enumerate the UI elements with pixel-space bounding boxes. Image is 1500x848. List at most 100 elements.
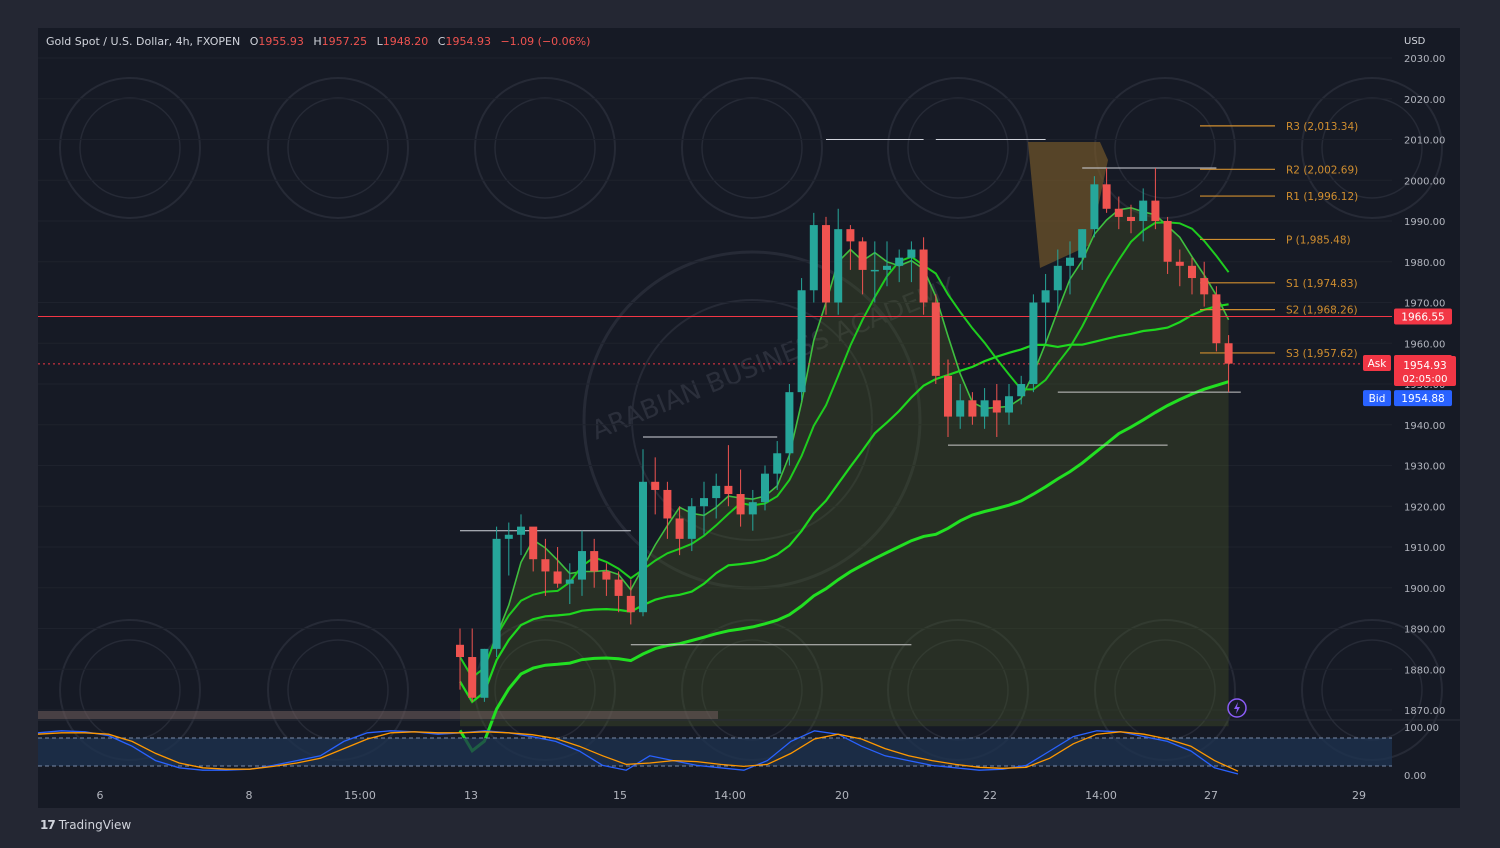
close-value: 1954.93 xyxy=(445,35,491,48)
candle-body[interactable] xyxy=(883,265,891,270)
candle-body[interactable] xyxy=(968,400,977,417)
candle-body[interactable] xyxy=(944,375,952,417)
candle-body[interactable] xyxy=(578,551,586,580)
candle-body[interactable] xyxy=(1029,302,1038,385)
candle-body[interactable] xyxy=(663,489,672,519)
candle-body[interactable] xyxy=(773,453,782,474)
candle-body[interactable] xyxy=(614,579,623,596)
candle-body[interactable] xyxy=(846,229,855,242)
candle-body[interactable] xyxy=(1175,261,1184,266)
chart-legend[interactable]: Gold Spot / U.S. Dollar, 4h, FXOPEN O195… xyxy=(46,35,590,48)
candle-body[interactable] xyxy=(700,498,708,507)
candle-body[interactable] xyxy=(553,571,562,584)
candle-body[interactable] xyxy=(895,257,904,266)
candle-body[interactable] xyxy=(651,481,660,490)
candle-body[interactable] xyxy=(980,400,989,417)
candle-body[interactable] xyxy=(907,249,916,258)
price-tick-label: 2000.00 xyxy=(1404,176,1445,187)
candle-body[interactable] xyxy=(517,526,525,535)
bid-label-tag-bg xyxy=(1363,390,1391,407)
candle-body[interactable] xyxy=(456,644,464,658)
candle-body[interactable] xyxy=(1114,208,1123,217)
candle-body[interactable] xyxy=(492,538,501,649)
time-tick-label: 13 xyxy=(464,789,478,802)
candle-body[interactable] xyxy=(1212,294,1221,344)
candle-body[interactable] xyxy=(541,559,550,572)
candle-body[interactable] xyxy=(1139,200,1148,221)
candle-body[interactable] xyxy=(1066,257,1074,266)
time-tick-label: 14:00 xyxy=(714,789,746,802)
candle-body[interactable] xyxy=(1127,216,1135,221)
candle-body[interactable] xyxy=(1102,184,1111,209)
candle-body[interactable] xyxy=(992,400,1001,413)
candle-body[interactable] xyxy=(529,526,538,560)
candle-body[interactable] xyxy=(931,302,940,376)
candle-body[interactable] xyxy=(1078,229,1087,258)
price-axis[interactable]: 2030.00 2020.00 2010.00 2000.00 1990.00 1980.… xyxy=(1404,54,1445,717)
ask-label-tag-bg xyxy=(1363,354,1391,371)
candle-body[interactable] xyxy=(797,290,806,393)
resistance-cloud xyxy=(1028,142,1108,268)
candle-body[interactable] xyxy=(724,485,733,495)
price-tags: 1966.55Ask1955.161954.9302:05:00Bid1954.… xyxy=(1363,308,1456,407)
time-tick-label: 8 xyxy=(246,789,253,802)
price-tick-label: 1960.00 xyxy=(1404,339,1445,350)
price-tick-label: 1910.00 xyxy=(1404,543,1445,554)
candle-body[interactable] xyxy=(919,249,928,303)
candle-body[interactable] xyxy=(1151,200,1160,221)
candle-body[interactable] xyxy=(602,571,611,580)
tradingview-logo[interactable]: 17 TradingView xyxy=(40,818,131,832)
candle-body[interactable] xyxy=(1188,265,1196,279)
bid-label-tag: Bid xyxy=(1369,393,1386,405)
candle-body[interactable] xyxy=(639,481,647,613)
candle-body[interactable] xyxy=(1041,290,1050,303)
price-tick-label: 1880.00 xyxy=(1404,665,1445,676)
candle-body[interactable] xyxy=(1053,265,1062,291)
price-tick-label: 2030.00 xyxy=(1404,54,1445,65)
candle-body[interactable] xyxy=(809,225,818,291)
price-tick-label: 1890.00 xyxy=(1404,625,1445,636)
candle-body[interactable] xyxy=(468,657,477,698)
candle-body[interactable] xyxy=(1005,396,1013,413)
candle-body[interactable] xyxy=(858,241,867,270)
candle-body[interactable] xyxy=(712,485,721,499)
watermark-seal-ring xyxy=(79,97,181,199)
candle-body[interactable] xyxy=(1017,384,1026,397)
watermark-seal xyxy=(1301,77,1443,219)
symbol-title: Gold Spot / U.S. Dollar, 4h, FXOPEN xyxy=(46,35,240,48)
time-axis[interactable]: 6 8 15:00 13 15 14:00 20 22 14:00 27 29 xyxy=(97,789,1367,802)
candle-body[interactable] xyxy=(956,400,965,417)
price-tick-label: 2010.00 xyxy=(1404,136,1445,147)
lightning-icon[interactable] xyxy=(1227,698,1247,718)
ma-medium-line xyxy=(459,221,1230,679)
watermark-seal-ring xyxy=(287,97,389,199)
candle-body[interactable] xyxy=(748,502,757,515)
candle-body[interactable] xyxy=(1163,221,1172,262)
watermark-seal xyxy=(887,77,1029,219)
candle-body[interactable] xyxy=(736,494,745,515)
candle-body[interactable] xyxy=(785,392,794,454)
candle-body[interactable] xyxy=(761,473,769,503)
candle-body[interactable] xyxy=(565,579,574,584)
candle-body[interactable] xyxy=(834,229,843,303)
candle-body[interactable] xyxy=(1224,343,1233,364)
candle-body[interactable] xyxy=(480,648,489,698)
candle-body[interactable] xyxy=(822,225,830,303)
low-value: 1948.20 xyxy=(383,35,429,48)
candle-body[interactable] xyxy=(675,518,684,539)
oscillator-tick-label: 100.00 xyxy=(1404,723,1439,734)
candle-body[interactable] xyxy=(687,506,696,539)
pivot-label: S3 (1,957.62) xyxy=(1286,348,1358,360)
candle-body[interactable] xyxy=(1200,278,1209,295)
candle-body[interactable] xyxy=(504,534,513,539)
brand-label: TradingView xyxy=(58,818,132,832)
candles-layer[interactable] xyxy=(456,168,1233,702)
candle-body[interactable] xyxy=(1090,184,1099,230)
candle-body[interactable] xyxy=(626,595,635,613)
candle-body[interactable] xyxy=(590,551,599,572)
oscillator-pane: 100.00 0.00 xyxy=(37,719,1460,782)
price-tick-label: 1930.00 xyxy=(1404,462,1445,473)
candle-body[interactable] xyxy=(870,269,879,272)
